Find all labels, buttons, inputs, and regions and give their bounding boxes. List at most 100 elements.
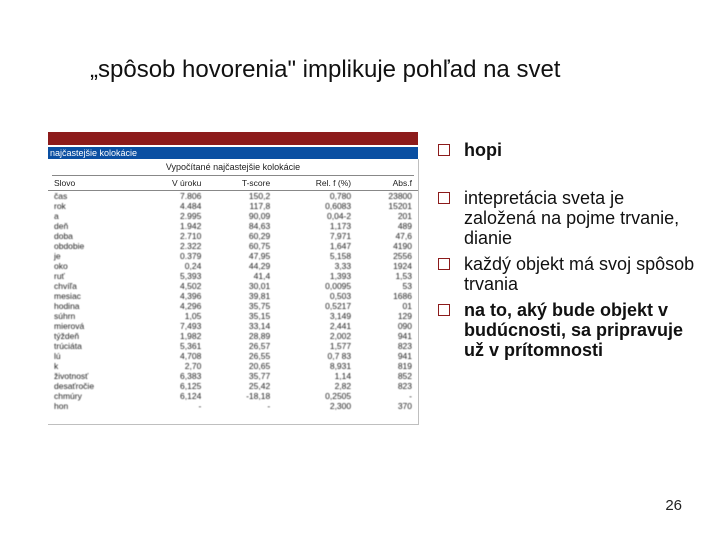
table-cell: - — [357, 391, 418, 401]
table-cell: 25,42 — [207, 381, 276, 391]
screenshot-bluebar: najčastejšie kolokácie — [48, 147, 418, 159]
table-cell: 2.710 — [137, 231, 207, 241]
bullet-text: na to, aký bude objekt v budúcnosti, sa … — [464, 300, 698, 360]
table-cell: 5,361 — [137, 341, 207, 351]
table-col-header: T-score — [207, 178, 276, 191]
table-cell: 3,149 — [276, 311, 357, 321]
table-cell: 0,6083 — [276, 201, 357, 211]
table-row: súhrn1,0535,153,149129 — [48, 311, 418, 321]
table-cell: 823 — [357, 341, 418, 351]
table-cell: 33,14 — [207, 321, 276, 331]
table-cell: 370 — [357, 401, 418, 411]
table-cell: mierová — [48, 321, 137, 331]
table-cell: 4190 — [357, 241, 418, 251]
table-cell: 4.484 — [137, 201, 207, 211]
table-cell: 26,57 — [207, 341, 276, 351]
table-cell: 35,15 — [207, 311, 276, 321]
table-row: oko0,2444,293,331924 — [48, 261, 418, 271]
table-cell: 8,931 — [276, 361, 357, 371]
table-cell: oko — [48, 261, 137, 271]
table-cell: 2,441 — [276, 321, 357, 331]
table-cell: chmúry — [48, 391, 137, 401]
table-cell: k — [48, 361, 137, 371]
page-number: 26 — [665, 497, 682, 514]
table-cell: 117,8 — [207, 201, 276, 211]
table-cell: 090 — [357, 321, 418, 331]
table-cell: 2,70 — [137, 361, 207, 371]
table-cell: 941 — [357, 351, 418, 361]
table-cell: chvíľa — [48, 281, 137, 291]
table-cell: týždeň — [48, 331, 137, 341]
table-cell: ruť — [48, 271, 137, 281]
panel-header: Vypočítané najčastejšie kolokácie — [48, 159, 418, 175]
table-row: chmúry6,124-18,180,2505- — [48, 391, 418, 401]
table-cell: 6,124 — [137, 391, 207, 401]
table-cell: 941 — [357, 331, 418, 341]
table-cell: 819 — [357, 361, 418, 371]
table-cell: 0,24 — [137, 261, 207, 271]
table-cell: mesiac — [48, 291, 137, 301]
table-row: je0.37947,955,1582556 — [48, 251, 418, 261]
table-row: životnosť6,38335,771,14852 — [48, 371, 418, 381]
table-cell: 0,04-2 — [276, 211, 357, 221]
bullet-item: každý objekt má svoj spôsob trvania — [438, 254, 698, 294]
table-cell: 0.379 — [137, 251, 207, 261]
table-row: lú4,70826,550,7 83941 — [48, 351, 418, 361]
table-cell: 0,503 — [276, 291, 357, 301]
table-cell: 1.942 — [137, 221, 207, 231]
table-cell: 41,4 — [207, 271, 276, 281]
table-cell: 2,82 — [276, 381, 357, 391]
table-cell: desaťročie — [48, 381, 137, 391]
table-cell: -18,18 — [207, 391, 276, 401]
table-cell: 39,81 — [207, 291, 276, 301]
table-row: ruť5,39341,41,3931,53 — [48, 271, 418, 281]
table-cell: 489 — [357, 221, 418, 231]
collocation-panel: Vypočítané najčastejšie kolokácie SlovoV… — [48, 159, 419, 425]
slide: „spôsob hovorenia" implikuje pohľad na s… — [0, 0, 720, 540]
table-cell: 823 — [357, 381, 418, 391]
table-row: mierová7,49333,142,441090 — [48, 321, 418, 331]
table-row: hon--2,300370 — [48, 401, 418, 411]
table-cell: - — [207, 401, 276, 411]
table-cell: súhrn — [48, 311, 137, 321]
table-cell: 3,33 — [276, 261, 357, 271]
bullet-box-icon — [438, 192, 450, 204]
table-cell: 2.995 — [137, 211, 207, 221]
table-cell: 1686 — [357, 291, 418, 301]
table-row: hodina4,29635,750,521701 — [48, 301, 418, 311]
table-row: čas7.806150,20,78023800 — [48, 191, 418, 202]
table-cell: 4,502 — [137, 281, 207, 291]
table-cell: 20,65 — [207, 361, 276, 371]
table-cell: 2,002 — [276, 331, 357, 341]
table-cell: 0,780 — [276, 191, 357, 202]
bullet-box-icon — [438, 304, 450, 316]
table-cell: obdobie — [48, 241, 137, 251]
table-cell: 1,14 — [276, 371, 357, 381]
table-cell: 1,05 — [137, 311, 207, 321]
table-row: trúciáta5,36126,571,577823 — [48, 341, 418, 351]
table-cell: hodina — [48, 301, 137, 311]
collocation-table: SlovoV úrokuT-scoreRel. f (%)Abs.f čas7.… — [48, 178, 418, 411]
table-cell: 1924 — [357, 261, 418, 271]
table-cell: 5,158 — [276, 251, 357, 261]
bullet-item: na to, aký bude objekt v budúcnosti, sa … — [438, 300, 698, 360]
table-cell: 5,393 — [137, 271, 207, 281]
table-cell: 28,89 — [207, 331, 276, 341]
table-cell: lú — [48, 351, 137, 361]
table-cell: 150,2 — [207, 191, 276, 202]
table-cell: 0,2505 — [276, 391, 357, 401]
table-cell: 7,971 — [276, 231, 357, 241]
table-cell: 47,95 — [207, 251, 276, 261]
table-cell: 1,647 — [276, 241, 357, 251]
bullet-text: každý objekt má svoj spôsob trvania — [464, 254, 698, 294]
screenshot-titlebar — [48, 132, 418, 145]
table-col-header: V úroku — [137, 178, 207, 191]
bullet-box-icon — [438, 258, 450, 270]
table-row: k2,7020,658,931819 — [48, 361, 418, 371]
table-cell: 44,29 — [207, 261, 276, 271]
table-cell: životnosť — [48, 371, 137, 381]
table-cell: 26,55 — [207, 351, 276, 361]
table-cell: - — [137, 401, 207, 411]
table-cell: 852 — [357, 371, 418, 381]
table-cell: 53 — [357, 281, 418, 291]
